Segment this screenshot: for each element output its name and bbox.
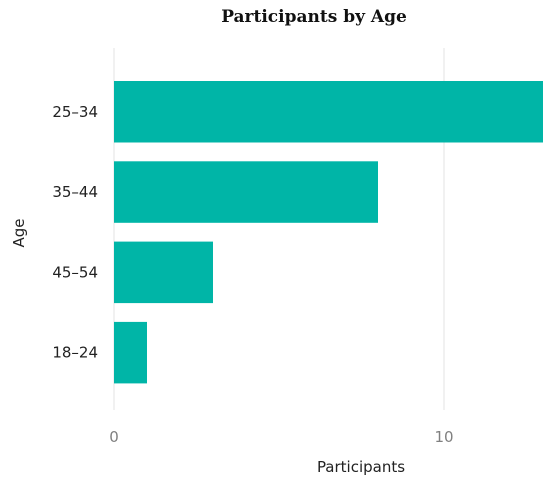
bar-45–54: [114, 241, 213, 304]
x-tick-label: 0: [109, 428, 119, 446]
bar-18–24: [114, 321, 147, 384]
x-tick-label: 10: [434, 428, 453, 446]
y-axis-title: Age: [10, 218, 28, 247]
y-tick-labels: 25–34 35–44 45–54 18–24: [52, 103, 98, 362]
x-axis-title: Participants: [317, 458, 405, 476]
x-tick-labels: 0 10: [109, 428, 453, 446]
y-tick-label: 35–44: [52, 183, 98, 201]
bar-35–44: [114, 161, 378, 223]
y-tick-label: 25–34: [52, 103, 98, 121]
y-tick-label: 18–24: [52, 344, 98, 362]
y-tick-label: 45–54: [52, 263, 98, 281]
bar-25–34: [114, 81, 543, 143]
bars: [114, 81, 543, 384]
chart-title: Participants by Age: [221, 7, 407, 27]
